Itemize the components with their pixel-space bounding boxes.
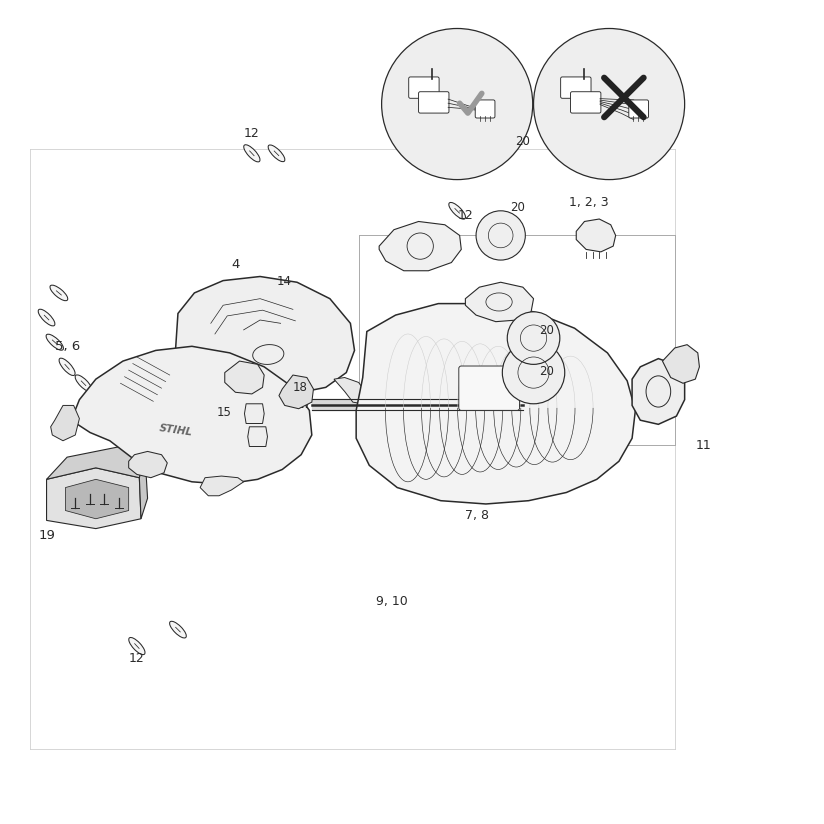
FancyBboxPatch shape — [475, 100, 495, 118]
Polygon shape — [576, 219, 616, 252]
FancyBboxPatch shape — [560, 77, 591, 98]
Polygon shape — [182, 375, 213, 402]
Circle shape — [508, 311, 559, 364]
Ellipse shape — [244, 145, 260, 162]
Text: 20: 20 — [539, 324, 555, 337]
Text: 9, 10: 9, 10 — [376, 595, 407, 608]
Polygon shape — [47, 447, 145, 480]
Ellipse shape — [46, 335, 63, 350]
Polygon shape — [379, 222, 461, 271]
Ellipse shape — [268, 145, 285, 162]
Ellipse shape — [87, 396, 104, 412]
Text: 11: 11 — [695, 439, 711, 452]
Ellipse shape — [258, 353, 267, 368]
Ellipse shape — [59, 358, 75, 376]
Ellipse shape — [129, 638, 145, 654]
Polygon shape — [245, 404, 265, 424]
Text: 20: 20 — [511, 201, 526, 213]
Text: 12: 12 — [244, 127, 260, 140]
Ellipse shape — [449, 203, 466, 219]
Text: 7, 8: 7, 8 — [466, 508, 489, 522]
Polygon shape — [129, 452, 167, 478]
Text: 14: 14 — [277, 274, 292, 288]
Polygon shape — [225, 361, 265, 394]
Ellipse shape — [170, 621, 186, 638]
Text: 20: 20 — [539, 365, 555, 378]
FancyBboxPatch shape — [409, 77, 439, 98]
Circle shape — [503, 341, 564, 404]
Text: 20: 20 — [515, 135, 530, 148]
Text: 1, 2, 3: 1, 2, 3 — [569, 196, 608, 209]
Polygon shape — [662, 344, 700, 383]
Polygon shape — [71, 346, 311, 485]
Text: 5, 6: 5, 6 — [54, 340, 80, 353]
Polygon shape — [248, 427, 268, 447]
Text: 12: 12 — [457, 209, 473, 222]
Ellipse shape — [50, 285, 68, 301]
Circle shape — [382, 29, 533, 180]
Circle shape — [476, 211, 526, 260]
Polygon shape — [200, 476, 244, 496]
Text: 12: 12 — [129, 653, 145, 666]
Polygon shape — [50, 405, 79, 441]
Polygon shape — [139, 457, 147, 519]
Text: 4: 4 — [232, 258, 240, 271]
FancyBboxPatch shape — [629, 100, 648, 118]
Ellipse shape — [38, 309, 55, 326]
Ellipse shape — [75, 375, 91, 391]
Polygon shape — [632, 358, 685, 424]
FancyBboxPatch shape — [419, 91, 449, 113]
Text: 17: 17 — [297, 398, 312, 411]
Text: STIHL: STIHL — [158, 423, 193, 438]
Polygon shape — [65, 480, 129, 519]
Polygon shape — [334, 377, 367, 404]
Polygon shape — [176, 277, 354, 396]
Text: 19: 19 — [39, 529, 55, 542]
Polygon shape — [279, 375, 313, 409]
Circle shape — [534, 29, 685, 180]
Text: 16: 16 — [597, 102, 611, 115]
Text: 15: 15 — [217, 406, 232, 419]
Polygon shape — [466, 283, 534, 321]
FancyBboxPatch shape — [459, 366, 520, 410]
FancyBboxPatch shape — [570, 91, 601, 113]
Polygon shape — [47, 468, 141, 529]
Text: 13: 13 — [441, 86, 456, 99]
Polygon shape — [356, 303, 635, 504]
Text: 18: 18 — [293, 382, 308, 395]
